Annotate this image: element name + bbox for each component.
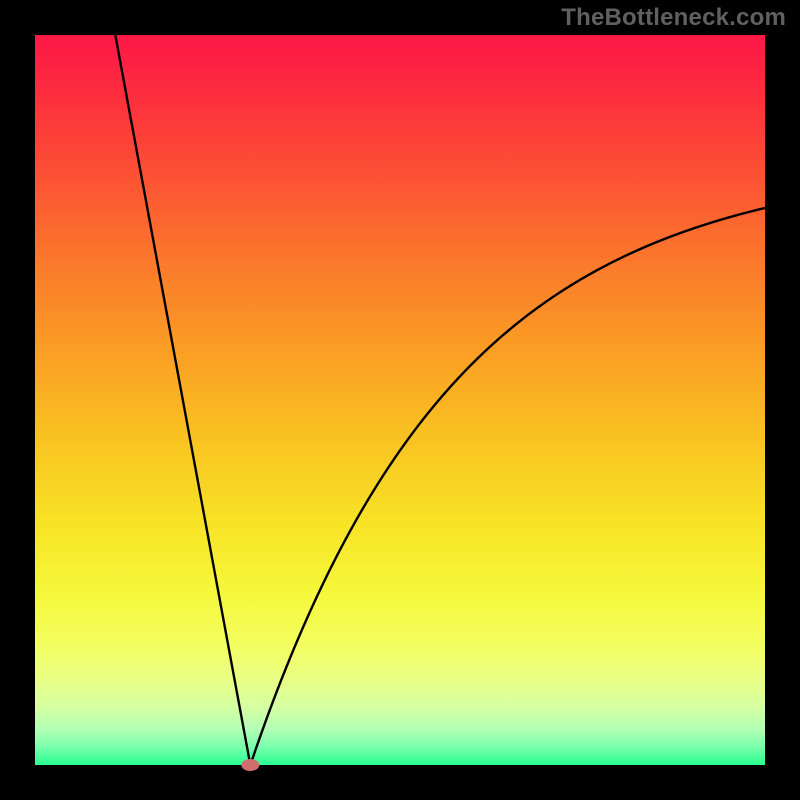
bottleneck-marker bbox=[241, 759, 259, 771]
bottleneck-chart bbox=[0, 0, 800, 800]
watermark-text: TheBottleneck.com bbox=[561, 4, 786, 32]
chart-container: TheBottleneck.com bbox=[0, 0, 800, 800]
